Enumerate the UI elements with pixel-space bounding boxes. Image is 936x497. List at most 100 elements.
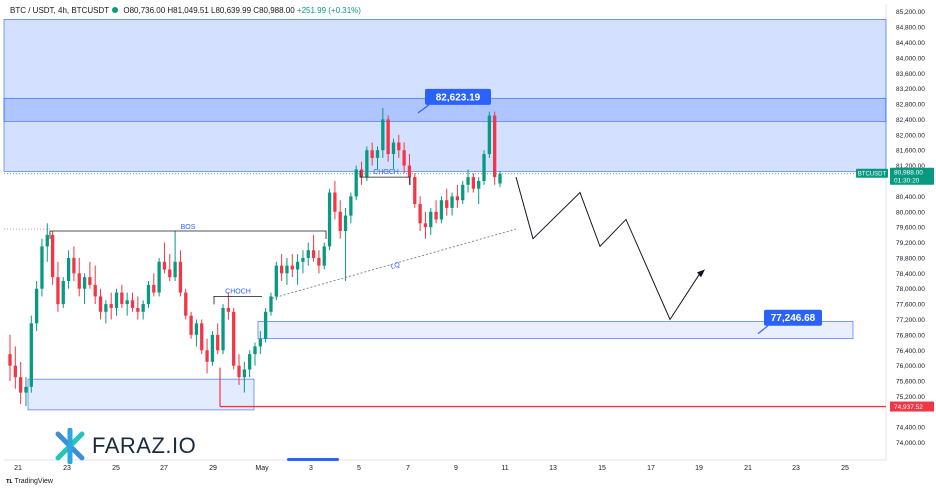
y-tick-label: 74,000.00 — [896, 440, 925, 447]
callout-label-1: 77,246.68 — [771, 313, 816, 324]
candle-body — [19, 377, 23, 393]
candle-body — [295, 261, 300, 270]
choch-label-1: CHOCH — [225, 288, 251, 295]
candle-body — [391, 142, 396, 155]
candle-body — [184, 292, 188, 316]
symbol-title[interactable]: BTC / USDT, 4h, BTCUSDT — [10, 6, 110, 15]
candle-body — [210, 334, 215, 362]
candle-body — [162, 261, 167, 270]
candle-body — [413, 177, 417, 205]
x-tick-label: 25 — [841, 465, 849, 472]
candle-body — [173, 261, 177, 278]
candle-body — [327, 192, 332, 247]
candle-body — [130, 300, 135, 308]
candle-body — [365, 150, 369, 178]
candle-body — [82, 277, 87, 289]
x-tick-label: 13 — [549, 465, 557, 472]
candle-body — [402, 150, 406, 166]
candle-body — [381, 119, 385, 151]
candle-body — [152, 284, 156, 293]
candle-body — [445, 200, 449, 208]
y-tick-label: 74,400.00 — [896, 425, 925, 432]
candle-body — [301, 257, 305, 262]
candle-body — [359, 169, 364, 178]
y-tick-label: 82,000.00 — [896, 132, 925, 139]
tradingview-footer[interactable]: ᴛʟ TradingView — [6, 478, 53, 485]
candle-body — [141, 304, 145, 312]
y-tick-label: 82,400.00 — [896, 117, 925, 124]
ohlc-open: O80,736.00 — [123, 6, 166, 15]
candle-body — [455, 196, 460, 201]
candle-body — [306, 250, 310, 258]
symbol-header: BTC / USDT, 4h, BTCUSDT O80,736.00 H81,0… — [10, 6, 361, 15]
x-tick-label: 27 — [160, 465, 168, 472]
callout-box-0 — [425, 88, 491, 105]
y-tick-label: 83,600.00 — [896, 71, 925, 78]
candle-body — [242, 369, 246, 378]
candle-body — [466, 177, 470, 185]
y-tick-label: 80,000.00 — [896, 209, 925, 216]
tradingview-label: TradingView — [14, 478, 53, 485]
candle-body — [322, 246, 326, 266]
candle-body — [221, 307, 225, 351]
red-level-badge — [890, 401, 934, 412]
y-tick-label: 77,200.00 — [896, 317, 925, 324]
candle-body — [168, 269, 172, 278]
market-status-dot — [112, 7, 119, 13]
y-tick-label: 83,200.00 — [896, 86, 925, 93]
candle-body — [493, 115, 497, 178]
countdown-value: 01:30:20 — [894, 178, 920, 185]
callout-label-0: 82,623.19 — [436, 92, 481, 103]
candle-body — [418, 204, 422, 224]
candle-body — [157, 261, 161, 293]
candle-body — [285, 265, 289, 274]
x-tick-label: 25 — [112, 465, 120, 472]
candle-body — [311, 250, 316, 258]
candle-body — [72, 257, 76, 274]
candle-body — [77, 273, 81, 289]
candle-body — [200, 323, 204, 351]
candle-body — [194, 323, 199, 335]
candle-body — [375, 150, 380, 158]
candle-body — [29, 323, 33, 387]
zone-demand-3 — [257, 321, 854, 340]
candle-body — [34, 288, 39, 324]
x-tick-label: 3 — [309, 465, 313, 472]
candle-body — [354, 169, 358, 197]
candle-body — [24, 386, 28, 393]
candle-body — [13, 365, 17, 378]
candle-body — [258, 338, 262, 347]
y-tick-label: 75,600.00 — [896, 379, 925, 386]
callout-pointer-0 — [417, 104, 430, 114]
projection-arrowhead — [697, 269, 705, 278]
ticker-badge — [856, 168, 888, 178]
candle-body — [317, 257, 321, 266]
candle-body — [237, 365, 241, 378]
y-tick-label: 84,000.00 — [896, 55, 925, 62]
y-tick-label: 76,400.00 — [896, 348, 925, 355]
y-tick-label: 81,600.00 — [896, 148, 925, 155]
ticker-badge-label: BTCUSDT — [858, 172, 887, 178]
x-tick-label: 15 — [598, 465, 606, 472]
candle-body — [109, 304, 113, 308]
y-tick-label: 82,800.00 — [896, 102, 925, 109]
ohlc-low: L80,639.99 — [211, 6, 252, 15]
candle-body — [274, 265, 278, 297]
x-tick-label: 21 — [14, 465, 22, 472]
last-price-badge — [890, 167, 934, 185]
candle-body — [8, 354, 12, 366]
callout-box-1 — [764, 309, 822, 326]
x-tick-label: 11 — [501, 465, 508, 472]
candle-body — [477, 180, 481, 189]
x-tick-label: 19 — [695, 465, 703, 472]
candle-body — [290, 265, 294, 270]
choch-line-2 — [359, 171, 411, 186]
candle-body — [178, 261, 183, 293]
candle-body — [461, 184, 465, 201]
candle-body — [205, 350, 209, 362]
y-tick-label: 76,800.00 — [896, 332, 925, 339]
y-tick-label: 81,200.00 — [896, 163, 925, 170]
candle-body — [386, 119, 390, 155]
